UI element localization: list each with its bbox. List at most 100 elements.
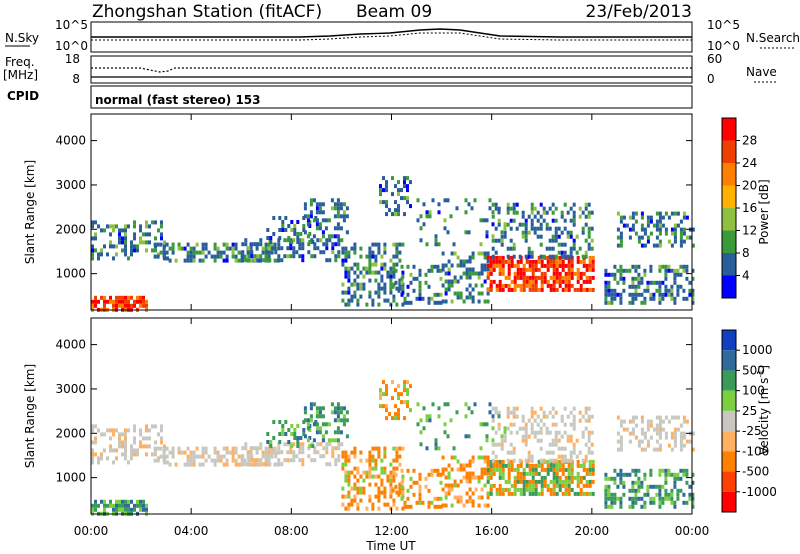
echo-cell [379, 192, 382, 197]
echo-cell [315, 226, 319, 231]
echo-cell [524, 222, 528, 227]
echo-cell [450, 503, 454, 508]
echo-cell [522, 271, 526, 276]
echo-cell [353, 466, 357, 471]
echo-cell [377, 450, 381, 455]
echo-cell [337, 254, 341, 259]
echo-cell [664, 211, 668, 216]
echo-cell [441, 503, 445, 508]
echo-cell [265, 454, 269, 459]
echo-cell [563, 430, 567, 435]
echo-cell [112, 432, 115, 437]
echo-cell [225, 242, 229, 247]
echo-cell [607, 476, 611, 481]
echo-cell [210, 458, 214, 463]
echo-cell [619, 423, 623, 428]
echo-cell [148, 436, 151, 441]
echo-cell [302, 420, 306, 424]
echo-cell [347, 506, 351, 511]
echo-cell [619, 215, 623, 220]
echo-cell [584, 406, 588, 411]
echo-cell [394, 388, 397, 393]
echo-cell [572, 426, 576, 431]
echo-cell [513, 491, 517, 496]
echo-cell [424, 280, 428, 285]
echo-cell [280, 246, 284, 251]
echo-cell [456, 459, 460, 464]
echo-cell [394, 404, 397, 409]
echo-cell [344, 462, 348, 467]
echo-cell [377, 286, 381, 291]
echo-cell [587, 234, 591, 239]
echo-cell [118, 499, 121, 504]
echo-cell [397, 392, 400, 397]
echo-cell [151, 424, 154, 429]
echo-cell [397, 384, 400, 389]
echo-cell [471, 503, 475, 508]
echo-cell [156, 458, 160, 463]
echo-cell [130, 240, 133, 245]
echo-cell [495, 259, 499, 264]
echo-cell [441, 471, 445, 476]
echo-cell [533, 214, 537, 219]
echo-cell [244, 442, 248, 447]
echo-cell [591, 267, 595, 272]
echo-cell [652, 496, 656, 501]
echo-cell [371, 250, 375, 255]
echo-cell [512, 458, 516, 463]
echo-cell [564, 483, 568, 488]
echo-cell [664, 264, 668, 269]
echo-cell [353, 282, 357, 287]
echo-cell [189, 254, 193, 259]
echo-cell [337, 454, 341, 459]
echo-cell [424, 476, 428, 481]
echo-cell [587, 438, 591, 443]
echo-cell [691, 492, 695, 497]
echo-cell [561, 259, 565, 264]
echo-cell [259, 258, 263, 263]
echo-cell [272, 216, 276, 220]
echo-cell [391, 176, 394, 181]
echo-cell [353, 482, 357, 487]
echo-cell [394, 412, 397, 417]
echo-cell [561, 467, 565, 472]
echo-cell [563, 454, 567, 459]
echo-cell [388, 412, 391, 417]
echo-cell [259, 462, 263, 467]
echo-cell [575, 438, 579, 443]
echo-cell [628, 504, 632, 509]
echo-cell [658, 447, 662, 452]
echo-cell [383, 282, 387, 287]
echo-cell [133, 448, 136, 453]
echo-cell [115, 499, 118, 504]
echo-cell [567, 487, 571, 492]
echo-cell [486, 291, 490, 296]
echo-cell [139, 224, 142, 229]
echo-cell [395, 450, 399, 455]
echo-cell [640, 211, 644, 216]
echo-cell [444, 495, 448, 500]
echo-cell [342, 422, 346, 427]
echo-cell [133, 220, 136, 225]
echo-cell [154, 424, 157, 429]
echo-cell [302, 432, 306, 436]
echo-cell [522, 275, 526, 280]
echo-cell [433, 264, 437, 269]
echo-cell [265, 250, 269, 255]
echo-cell [127, 295, 130, 300]
echo-cell [201, 246, 205, 251]
echo-cell [557, 226, 561, 231]
echo-cell [673, 227, 677, 232]
echo-cell [441, 263, 445, 268]
echo-cell [685, 268, 689, 273]
echo-cell [160, 440, 163, 445]
echo-cell [506, 254, 510, 259]
echo-cell [491, 202, 495, 207]
echo-cell [673, 276, 677, 281]
echo-cell [162, 254, 166, 259]
echo-cell [443, 402, 447, 407]
echo-cell [646, 288, 650, 293]
echo-cell [237, 462, 241, 467]
echo-cell [658, 288, 662, 293]
